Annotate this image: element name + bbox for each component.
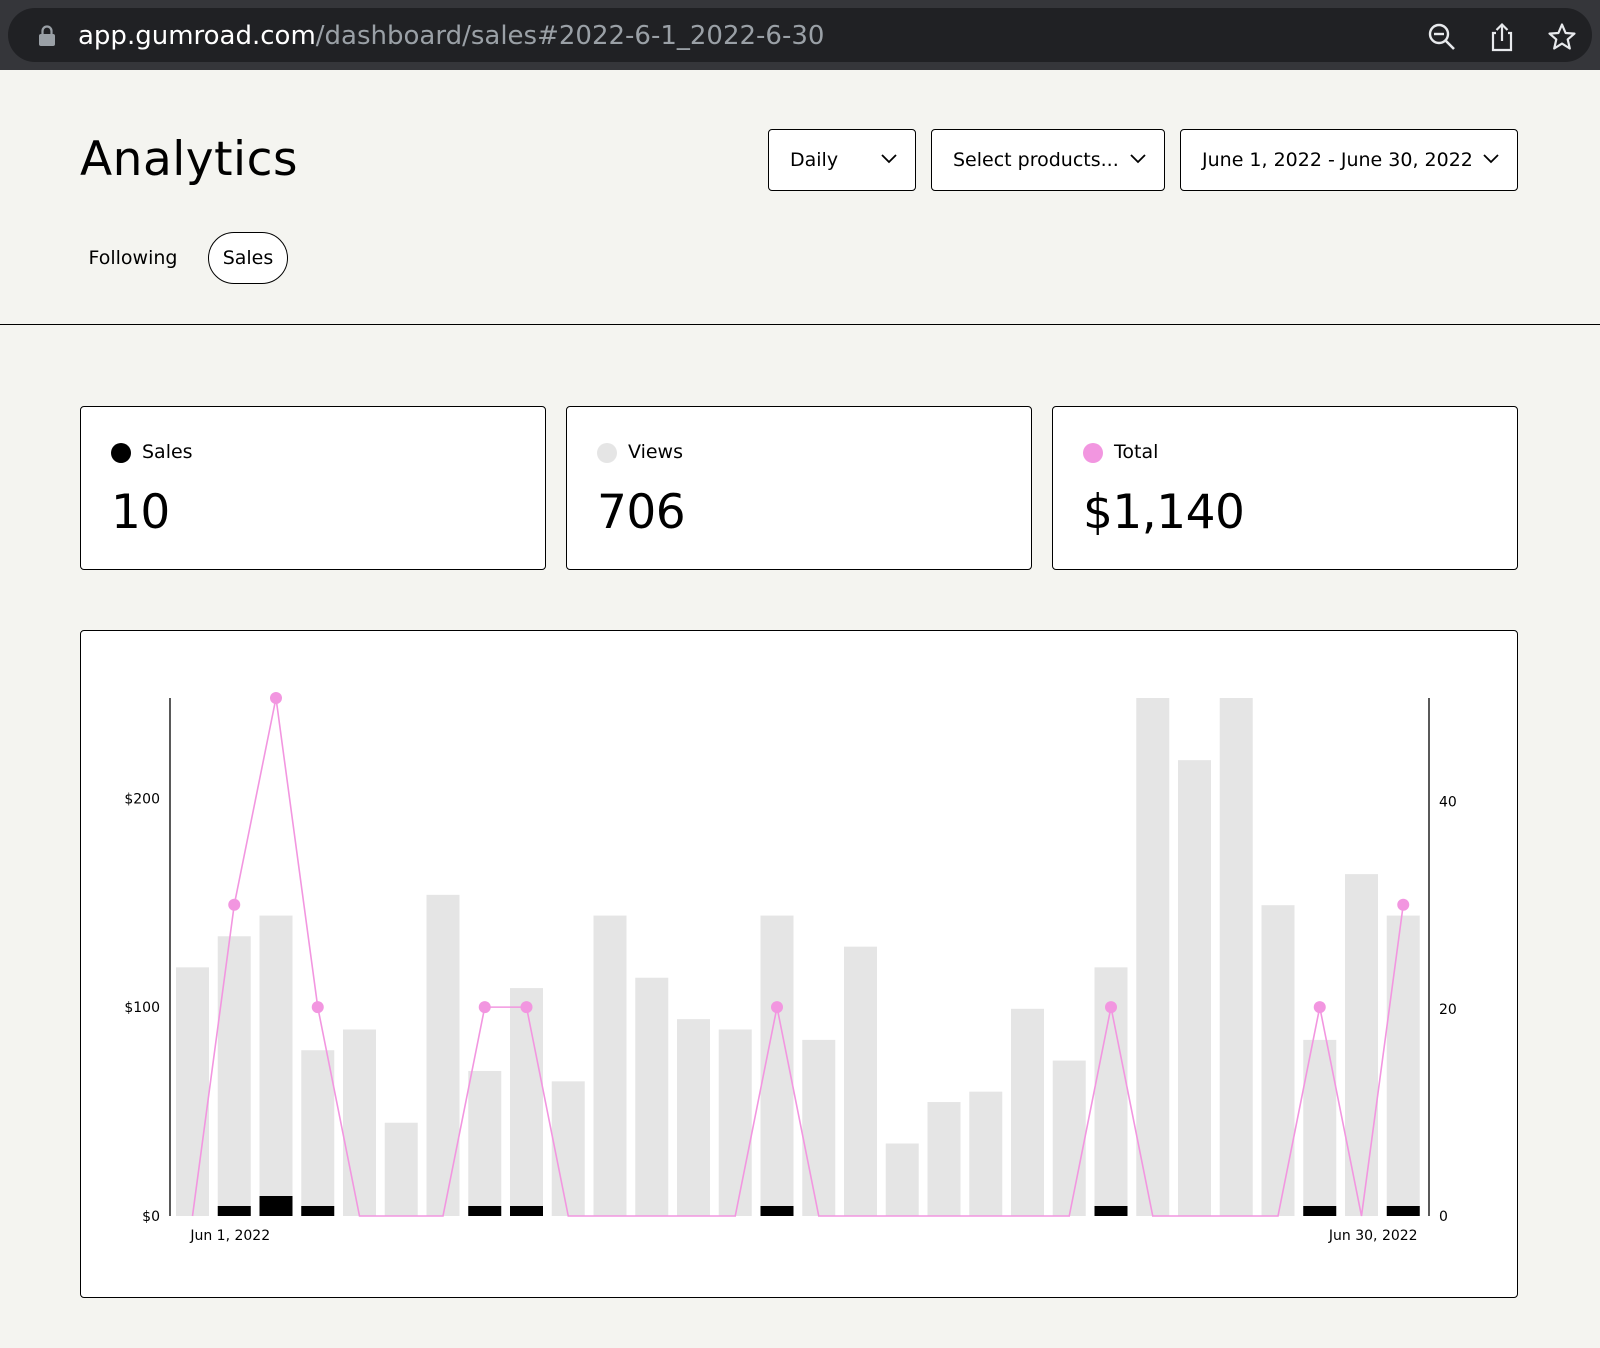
views-bar xyxy=(551,1081,585,1216)
stat-card-views: Views 706 xyxy=(566,406,1032,570)
views-bar xyxy=(1011,1008,1044,1216)
views-bar xyxy=(426,894,460,1216)
url-host: app.gumroad.com xyxy=(78,21,316,51)
views-bar xyxy=(718,1029,752,1216)
views-bar xyxy=(468,1070,502,1216)
left-tick-label: $200 xyxy=(124,791,160,807)
chevron-down-icon xyxy=(1483,154,1499,164)
views-bar xyxy=(885,1143,919,1216)
views-bar xyxy=(635,977,669,1216)
right-tick-label: 20 xyxy=(1439,1002,1457,1018)
views-bar xyxy=(384,1122,418,1216)
sales-bar xyxy=(1303,1206,1337,1216)
tab-sales[interactable]: Sales xyxy=(208,232,288,284)
left-tick-label: $0 xyxy=(142,1209,160,1225)
total-point xyxy=(311,1001,324,1014)
tab-following[interactable]: Following xyxy=(80,232,186,284)
sales-bar xyxy=(510,1206,543,1216)
views-bar xyxy=(1219,698,1253,1216)
views-legend-dot xyxy=(597,443,617,463)
stat-value: $1,140 xyxy=(1083,485,1245,540)
views-bar xyxy=(510,988,543,1216)
tab-following-label: Following xyxy=(88,247,178,269)
analytics-chart: $0 $100 $200 0 20 40 Jun 1, 2022 Jun 30, 2022 xyxy=(80,630,1518,1298)
total-point xyxy=(228,898,241,911)
total-legend-dot xyxy=(1083,443,1103,463)
address-bar[interactable]: app.gumroad.com/dashboard/sales#2022-6-1… xyxy=(8,8,1592,62)
sales-bar xyxy=(1386,1206,1420,1216)
stat-value: 10 xyxy=(111,485,170,540)
total-point xyxy=(771,1001,783,1014)
sales-bar xyxy=(259,1196,293,1216)
views-bar xyxy=(1261,905,1295,1216)
right-tick-label: 0 xyxy=(1439,1209,1448,1225)
views-bar xyxy=(927,1102,961,1216)
stat-card-sales: Sales 10 xyxy=(80,406,546,570)
total-point xyxy=(1105,1001,1117,1014)
share-icon[interactable] xyxy=(1487,22,1517,52)
interval-select-value: Daily xyxy=(790,149,839,171)
header-divider xyxy=(0,324,1600,325)
total-point xyxy=(270,692,282,704)
views-bar xyxy=(677,1019,710,1216)
total-point xyxy=(1397,898,1410,911)
views-bar xyxy=(301,1050,335,1216)
tab-sales-label: Sales xyxy=(222,247,274,269)
total-point xyxy=(478,1001,491,1014)
views-bar xyxy=(1178,760,1211,1216)
url-path: /dashboard/sales#2022-6-1_2022-6-30 xyxy=(315,21,825,51)
sales-bar xyxy=(468,1206,502,1216)
sales-bar xyxy=(217,1206,251,1216)
x-tick-label: Jun 30, 2022 xyxy=(1328,1228,1418,1244)
total-point xyxy=(1313,1001,1326,1014)
x-tick-label: Jun 1, 2022 xyxy=(189,1228,270,1244)
views-bar xyxy=(217,936,251,1216)
stat-card-total: Total $1,140 xyxy=(1052,406,1518,570)
views-bar xyxy=(259,915,293,1216)
sales-bar xyxy=(760,1206,794,1216)
chevron-down-icon xyxy=(881,154,897,164)
left-tick-label: $100 xyxy=(124,1000,160,1016)
star-icon[interactable] xyxy=(1547,22,1577,52)
page-title: Analytics xyxy=(80,132,298,187)
stat-label: Views xyxy=(628,441,683,463)
date-range-select-value: June 1, 2022 - June 30, 2022 xyxy=(1202,149,1473,171)
views-bar xyxy=(1386,915,1420,1216)
views-bar xyxy=(969,1091,1003,1216)
date-range-select[interactable]: June 1, 2022 - June 30, 2022 xyxy=(1180,129,1518,191)
total-line xyxy=(191,697,1405,1217)
views-bar xyxy=(1136,698,1170,1216)
views-bar xyxy=(593,915,627,1216)
chevron-down-icon xyxy=(1130,154,1146,164)
browser-toolbar: app.gumroad.com/dashboard/sales#2022-6-1… xyxy=(0,0,1600,70)
zoom-icon[interactable] xyxy=(1427,22,1457,52)
chart-svg: $0 $100 $200 0 20 40 Jun 1, 2022 Jun 30, 2022 xyxy=(124,692,1457,1244)
views-bar xyxy=(1345,874,1378,1216)
views-bar xyxy=(802,1039,836,1216)
url-text: app.gumroad.com/dashboard/sales#2022-6-1… xyxy=(78,22,824,50)
interval-select[interactable]: Daily xyxy=(768,129,916,191)
sales-legend-dot xyxy=(111,443,131,463)
right-tick-label: 40 xyxy=(1439,795,1457,811)
products-select[interactable]: Select products... xyxy=(931,129,1165,191)
views-bar xyxy=(176,967,209,1216)
lock-icon xyxy=(39,25,55,46)
stat-value: 706 xyxy=(597,485,686,540)
sales-bar xyxy=(1094,1206,1128,1216)
stat-label: Sales xyxy=(142,441,193,463)
views-bar xyxy=(1052,1060,1086,1216)
views-bar xyxy=(1303,1039,1337,1216)
products-select-value: Select products... xyxy=(953,149,1119,171)
total-point xyxy=(520,1001,533,1014)
views-bar xyxy=(343,1029,376,1216)
views-bar xyxy=(844,946,877,1216)
sales-bar xyxy=(301,1206,335,1216)
stat-label: Total xyxy=(1114,441,1159,463)
